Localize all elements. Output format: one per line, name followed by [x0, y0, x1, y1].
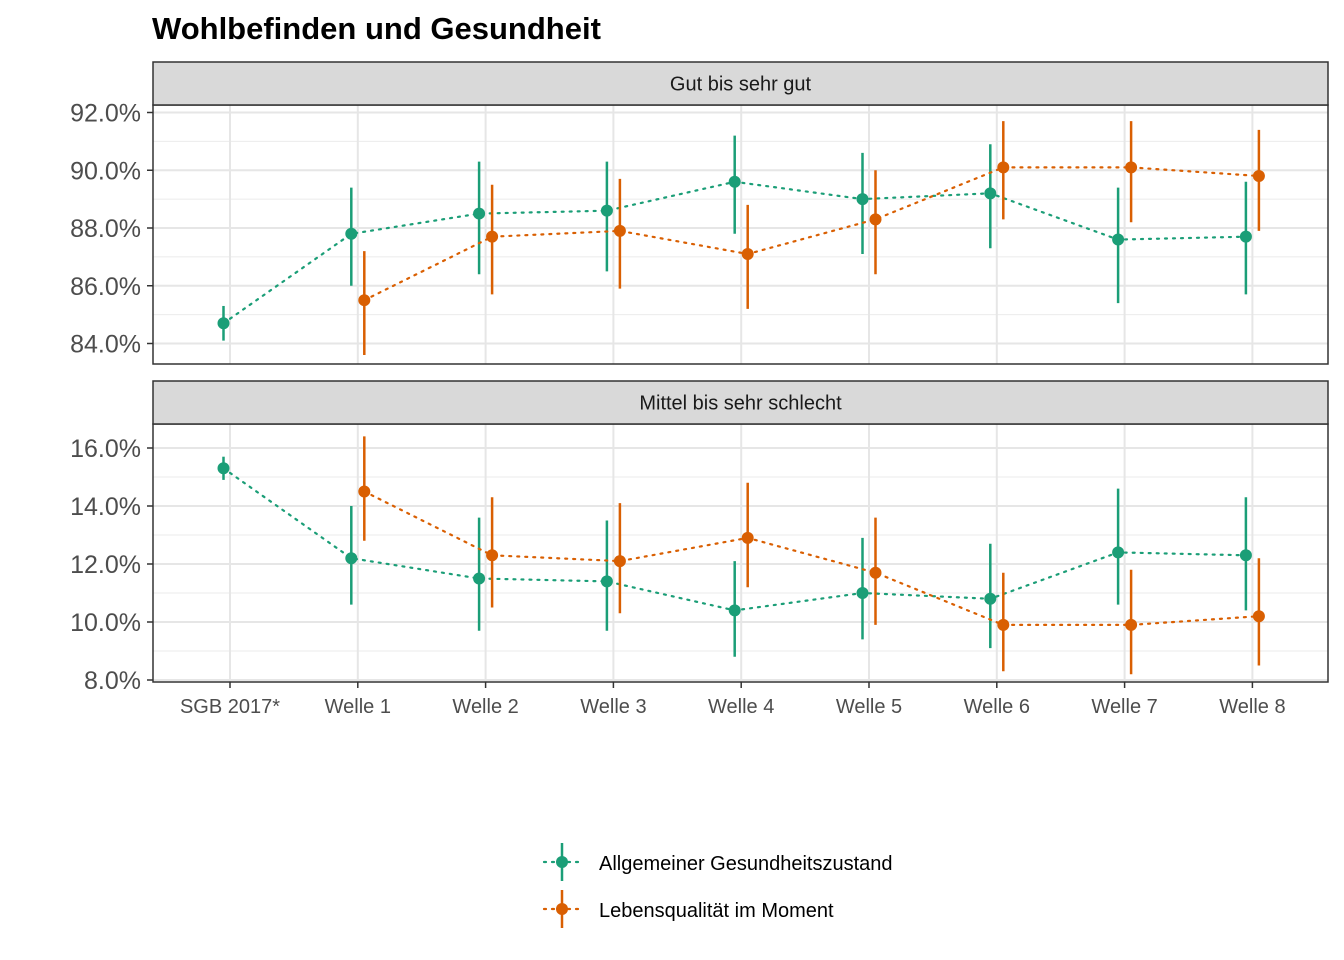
y-tick-label: 12.0%	[70, 551, 141, 579]
data-point	[613, 224, 626, 237]
data-point	[600, 204, 613, 217]
strip-background	[152, 380, 1329, 425]
legend-marker	[556, 903, 568, 915]
data-point	[345, 227, 358, 240]
y-tick-label: 10.0%	[70, 609, 141, 637]
x-tick-label: Welle 5	[836, 696, 902, 718]
facet-panels: 84.0% 86.0% 88.0% 90.0% 92.0% Gut bis sehr gu…	[70, 61, 1329, 695]
data-point	[613, 555, 626, 568]
series-lebensqualit-t-im-moment	[358, 121, 1265, 356]
data-point	[728, 175, 741, 188]
y-tick-label: 8.0%	[84, 667, 141, 695]
data-point	[869, 566, 882, 579]
series-allgemeiner-gesundheitszustand	[217, 135, 1252, 341]
series-line	[363, 490, 1261, 627]
y-tick-label: 84.0%	[70, 331, 141, 359]
y-tick-label: 92.0%	[70, 100, 141, 128]
data-point	[984, 187, 997, 200]
data-point	[856, 193, 869, 206]
data-point	[217, 317, 230, 330]
data-point	[358, 485, 371, 498]
data-point	[1112, 546, 1125, 559]
data-point	[869, 213, 882, 226]
data-point	[1239, 230, 1252, 243]
legend-label: Allgemeiner Gesundheitszustand	[599, 853, 893, 875]
legend-item-lebensqualit-t-im-moment: Lebensqualität im Moment	[542, 890, 834, 928]
data-point	[1125, 161, 1138, 174]
legend-label: Lebensqualität im Moment	[599, 900, 834, 922]
data-point	[358, 294, 371, 307]
data-point	[984, 592, 997, 605]
x-tick-label: Welle 4	[708, 696, 774, 718]
data-point	[1252, 610, 1265, 623]
data-point	[1112, 233, 1125, 246]
y-tick-label: 90.0%	[70, 157, 141, 185]
x-tick-label: Welle 1	[325, 696, 391, 718]
data-point	[600, 575, 613, 588]
x-tick-label: Welle 7	[1091, 696, 1157, 718]
x-tick-label: Welle 3	[580, 696, 646, 718]
legend-marker	[556, 856, 568, 868]
data-point	[486, 230, 499, 243]
data-point	[345, 552, 358, 565]
legend: Allgemeiner Gesundheitszustand Lebensqual…	[542, 843, 893, 928]
panel-gut-bis-sehr-gut: 84.0% 86.0% 88.0% 90.0% 92.0% Gut bis sehr gu…	[70, 61, 1329, 365]
x-tick-label: Welle 2	[452, 696, 518, 718]
strip-background	[152, 61, 1329, 106]
data-point	[856, 587, 869, 599]
data-point	[1125, 618, 1138, 631]
y-tick-label: 86.0%	[70, 273, 141, 301]
series-lebensqualit-t-im-moment	[358, 436, 1265, 675]
panel-mittel-bis-sehr-schlecht: 8.0% 10.0% 12.0% 14.0% 16.0% Mittel bis sehr …	[70, 380, 1329, 695]
data-point	[473, 572, 486, 585]
chart-title: Wohlbefinden und Gesundheit	[152, 11, 601, 46]
data-point	[997, 618, 1010, 631]
series-line	[363, 166, 1261, 302]
y-tick-label: 88.0%	[70, 215, 141, 243]
data-point	[741, 247, 754, 260]
data-point	[741, 531, 754, 544]
strip-label: Mittel bis sehr schlecht	[639, 393, 842, 415]
data-point	[1239, 549, 1252, 562]
y-tick-label: 14.0%	[70, 493, 141, 521]
series-allgemeiner-gesundheitszustand	[217, 456, 1252, 657]
data-point	[997, 161, 1010, 174]
data-point	[217, 462, 230, 475]
legend-item-allgemeiner-gesundheitszustand: Allgemeiner Gesundheitszustand	[542, 843, 893, 881]
strip-label: Gut bis sehr gut	[670, 74, 812, 96]
y-tick-label: 16.0%	[70, 435, 141, 463]
x-tick-label: Welle 8	[1219, 696, 1285, 718]
data-point	[1252, 170, 1265, 183]
data-point	[486, 549, 499, 562]
x-tick-label: SGB 2017*	[180, 696, 280, 718]
x-tick-label: Welle 6	[964, 696, 1030, 718]
x-axis: SGB 2017* Welle 1 Welle 2 Welle 3 Welle 4 Wel…	[180, 682, 1286, 718]
data-point	[728, 604, 741, 617]
data-point	[473, 207, 486, 220]
